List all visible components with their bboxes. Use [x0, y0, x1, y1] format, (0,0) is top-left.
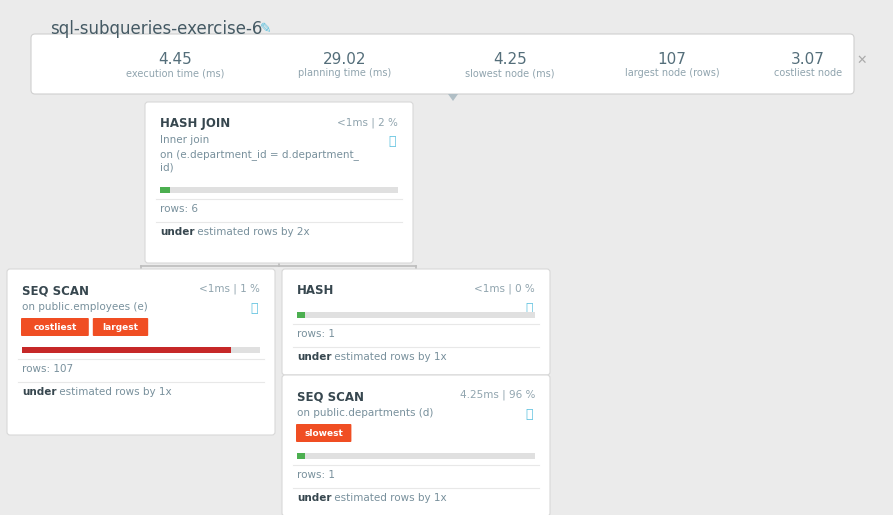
Bar [160, 187, 170, 193]
Text: rows: 107: rows: 107 [22, 364, 73, 374]
Text: id): id) [160, 163, 173, 173]
Text: 🗄: 🗄 [251, 302, 258, 315]
Polygon shape [448, 94, 458, 101]
Text: estimated rows by 1x: estimated rows by 1x [56, 387, 171, 397]
Text: 4.25ms | 96 %: 4.25ms | 96 % [460, 390, 535, 401]
Text: rows: 1: rows: 1 [297, 470, 335, 480]
Bar [297, 312, 305, 318]
Text: rows: 1: rows: 1 [297, 329, 335, 339]
Text: execution time (ms): execution time (ms) [126, 68, 224, 78]
Text: under: under [22, 387, 56, 397]
Text: estimated rows by 1x: estimated rows by 1x [331, 352, 446, 362]
Text: costliest: costliest [33, 322, 77, 332]
Bar [297, 453, 535, 459]
Text: SEQ SCAN: SEQ SCAN [297, 390, 364, 403]
Text: 🗄: 🗄 [525, 408, 533, 421]
FancyBboxPatch shape [282, 269, 550, 375]
FancyBboxPatch shape [145, 102, 413, 263]
Text: ✕: ✕ [856, 54, 867, 66]
Bar [160, 187, 398, 193]
Text: slowest: slowest [305, 428, 343, 438]
Text: Inner join: Inner join [160, 135, 209, 145]
Text: estimated rows by 1x: estimated rows by 1x [331, 493, 446, 503]
Text: 🗄: 🗄 [388, 135, 396, 148]
Text: 4.25: 4.25 [493, 52, 527, 67]
Text: HASH: HASH [297, 284, 334, 297]
Text: on public.departments (d): on public.departments (d) [297, 408, 433, 418]
Text: on public.employees (e): on public.employees (e) [22, 302, 147, 312]
Bar [22, 347, 231, 353]
Bar [297, 312, 535, 318]
Text: <1ms | 0 %: <1ms | 0 % [474, 284, 535, 295]
Text: under: under [297, 493, 331, 503]
FancyBboxPatch shape [296, 424, 352, 442]
Bar [22, 347, 260, 353]
Text: under: under [297, 352, 331, 362]
Text: 🗄: 🗄 [525, 302, 533, 315]
Text: 29.02: 29.02 [323, 52, 367, 67]
FancyBboxPatch shape [93, 318, 148, 336]
Text: costliest node: costliest node [774, 68, 842, 78]
Text: planning time (ms): planning time (ms) [298, 68, 392, 78]
Text: on (e.department_id = d.department_: on (e.department_id = d.department_ [160, 149, 359, 160]
Text: sql-subqueries-exercise-6: sql-subqueries-exercise-6 [50, 20, 263, 38]
Text: <1ms | 2 %: <1ms | 2 % [338, 117, 398, 128]
Text: largest: largest [103, 322, 138, 332]
FancyBboxPatch shape [21, 318, 88, 336]
Text: HASH JOIN: HASH JOIN [160, 117, 230, 130]
Text: rows: 6: rows: 6 [160, 204, 198, 214]
FancyBboxPatch shape [282, 375, 550, 515]
FancyBboxPatch shape [31, 34, 854, 94]
Text: ✎: ✎ [260, 22, 271, 36]
Text: <1ms | 1 %: <1ms | 1 % [199, 284, 260, 295]
Text: 107: 107 [657, 52, 687, 67]
Bar [297, 453, 305, 459]
Text: largest node (rows): largest node (rows) [625, 68, 720, 78]
Text: estimated rows by 2x: estimated rows by 2x [194, 227, 310, 237]
Text: slowest node (ms): slowest node (ms) [465, 68, 555, 78]
Text: SEQ SCAN: SEQ SCAN [22, 284, 89, 297]
FancyBboxPatch shape [7, 269, 275, 435]
Text: under: under [160, 227, 195, 237]
Text: 4.45: 4.45 [158, 52, 192, 67]
Text: 3.07: 3.07 [791, 52, 825, 67]
